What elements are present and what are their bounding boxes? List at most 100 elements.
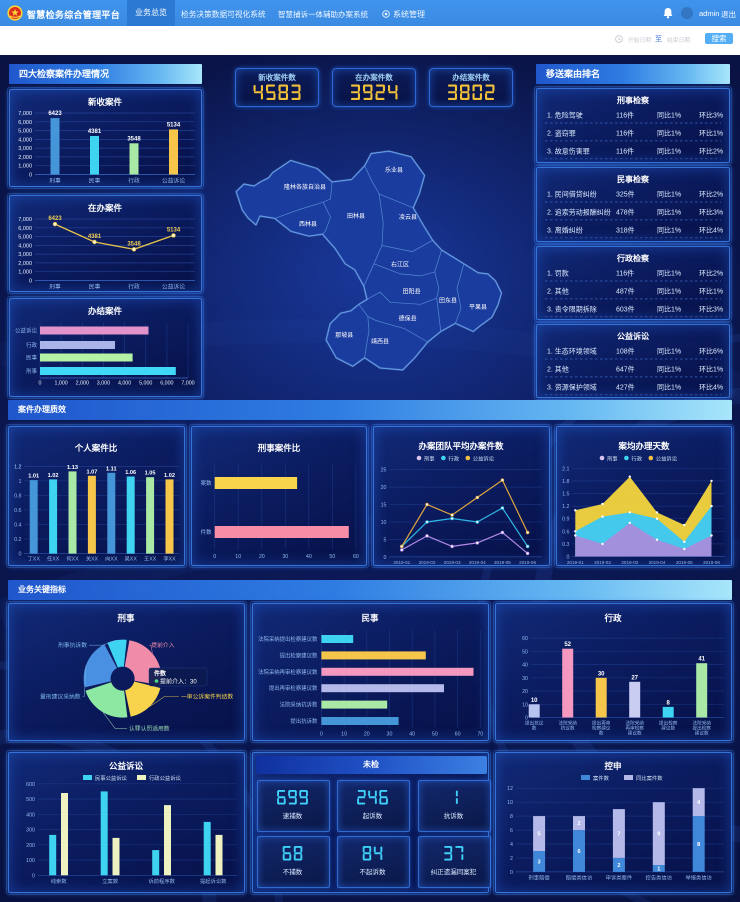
svg-text:刑事: 刑事 (117, 613, 135, 623)
svg-text:在办案件数: 在办案件数 (355, 72, 393, 82)
svg-text:2,000: 2,000 (18, 261, 32, 267)
svg-text:0: 0 (19, 552, 22, 558)
svg-text:5134: 5134 (167, 122, 181, 128)
svg-text:行政: 行政 (128, 283, 140, 291)
svg-text:公益诉讼: 公益诉讼 (655, 454, 677, 462)
svg-text:20: 20 (381, 485, 387, 491)
svg-text:2,000: 2,000 (76, 381, 89, 387)
svg-text:15: 15 (381, 503, 387, 509)
svg-text:1.05: 1.05 (145, 471, 156, 477)
svg-text:公益诉讼: 公益诉讼 (473, 454, 495, 462)
svg-text:2019-04: 2019-04 (469, 560, 486, 565)
svg-text:平果县: 平果县 (469, 304, 487, 311)
svg-text:西林县: 西林县 (299, 220, 317, 228)
svg-text:200: 200 (26, 843, 35, 849)
svg-text:凌云县: 凌云县 (399, 213, 417, 221)
svg-text:0: 0 (29, 279, 32, 285)
svg-text:1.13: 1.13 (67, 465, 78, 471)
svg-text:举报类信访: 举报类信访 (685, 874, 712, 882)
svg-text:2. 其他: 2. 其他 (547, 286, 569, 295)
svg-text:提起诉讼数: 提起诉讼数 (200, 877, 227, 885)
svg-text:5: 5 (384, 537, 387, 543)
svg-text:行政: 行政 (128, 177, 140, 185)
svg-text:3. 故意伤害罪: 3. 故意伤害罪 (547, 146, 590, 155)
svg-text:1.06: 1.06 (125, 470, 136, 476)
svg-text:提出检察建议数: 提出检察建议数 (279, 651, 317, 659)
svg-text:公益诉讼: 公益诉讼 (617, 331, 649, 341)
svg-text:刑事: 刑事 (26, 367, 38, 375)
svg-text:3. 责令限期拆除: 3. 责令限期拆除 (547, 304, 597, 313)
svg-text:116件: 116件 (616, 111, 634, 120)
svg-text:12: 12 (507, 786, 513, 792)
svg-text:100: 100 (26, 858, 35, 864)
svg-text:靖西县: 靖西县 (371, 338, 389, 346)
svg-text:关XX: 关XX (86, 555, 99, 563)
svg-text:提前介入：30: 提前介入：30 (160, 678, 197, 686)
svg-text:40: 40 (409, 732, 415, 738)
svg-text:起诉数: 起诉数 (363, 811, 383, 820)
svg-text:同比1%: 同比1% (657, 286, 681, 295)
svg-text:民事: 民事 (89, 177, 101, 185)
svg-text:1: 1 (657, 866, 660, 872)
svg-text:新收案件: 新收案件 (88, 97, 123, 107)
svg-text:立案数: 立案数 (102, 877, 119, 885)
svg-text:同比1%: 同比1% (657, 225, 681, 234)
svg-text:刑事检察: 刑事检察 (617, 95, 650, 105)
svg-text:公益诉讼: 公益诉讼 (109, 761, 144, 771)
svg-text:环比1%: 环比1% (699, 128, 723, 137)
svg-text:2,000: 2,000 (18, 155, 32, 161)
svg-text:同比1%: 同比1% (657, 382, 681, 391)
svg-text:1. 生态环境领域: 1. 生态环境领域 (547, 347, 597, 356)
svg-text:环比4%: 环比4% (699, 225, 723, 234)
svg-text:0: 0 (566, 555, 569, 561)
svg-text:5: 5 (538, 832, 541, 838)
svg-text:李XX: 李XX (163, 555, 176, 563)
svg-text:同比1%: 同比1% (657, 111, 681, 120)
svg-text:27: 27 (631, 675, 638, 681)
svg-text:民事: 民事 (26, 354, 38, 362)
svg-text:行政检察: 行政检察 (616, 253, 650, 263)
svg-text:1.07: 1.07 (86, 469, 97, 475)
svg-text:0.2: 0.2 (14, 537, 21, 543)
svg-text:1.11: 1.11 (106, 466, 117, 472)
svg-text:0: 0 (29, 173, 32, 179)
svg-text:吴XX: 吴XX (125, 556, 138, 563)
svg-text:环比1%: 环比1% (699, 286, 723, 295)
svg-text:刑事抗诉数: 刑事抗诉数 (58, 641, 87, 649)
svg-text:30: 30 (598, 671, 605, 677)
svg-text:50: 50 (329, 554, 335, 560)
svg-text:3. 资源保护领域: 3. 资源保护领域 (547, 382, 597, 391)
svg-text:控告类信访: 控告类信访 (646, 874, 673, 882)
svg-text:4,000: 4,000 (18, 137, 32, 143)
svg-text:41: 41 (698, 657, 705, 663)
svg-text:10: 10 (531, 698, 538, 704)
svg-text:民事检察: 民事检察 (617, 174, 650, 184)
svg-text:2019-02: 2019-02 (594, 560, 611, 565)
svg-text:60: 60 (522, 636, 528, 642)
svg-text:1.02: 1.02 (164, 473, 175, 479)
svg-text:环比3%: 环比3% (699, 111, 723, 120)
svg-text:环比6%: 环比6% (699, 347, 723, 356)
svg-text:法院采纳抗诉数: 法院采纳抗诉数 (279, 701, 317, 709)
svg-text:0.6: 0.6 (14, 508, 21, 514)
svg-text:法院采纳再审检察建议数: 法院采纳再审检察建议数 (626, 720, 645, 737)
svg-text:新收案件数: 新收案件数 (258, 72, 296, 82)
svg-text:案均办理天数: 案均办理天数 (617, 441, 670, 451)
svg-text:3,000: 3,000 (18, 252, 32, 258)
svg-text:1,000: 1,000 (18, 270, 32, 276)
svg-text:2019-06: 2019-06 (703, 560, 720, 565)
svg-text:1.2: 1.2 (14, 464, 21, 470)
svg-text:60: 60 (352, 554, 358, 560)
svg-text:民事: 民事 (89, 283, 101, 291)
svg-text:1. 罚款: 1. 罚款 (547, 269, 569, 278)
svg-text:隆林各族自治县: 隆林各族自治县 (284, 183, 326, 191)
svg-text:0: 0 (510, 870, 513, 876)
svg-text:法院采纳提出检察建议数: 法院采纳提出检察建议数 (258, 635, 318, 643)
svg-text:1.2: 1.2 (14, 464, 21, 470)
svg-text:600: 600 (26, 782, 35, 788)
svg-text:3548: 3548 (127, 241, 141, 247)
svg-text:8: 8 (510, 814, 513, 820)
svg-text:6423: 6423 (48, 216, 62, 222)
svg-text:同比1%: 同比1% (657, 128, 681, 137)
svg-text:6: 6 (510, 828, 513, 834)
